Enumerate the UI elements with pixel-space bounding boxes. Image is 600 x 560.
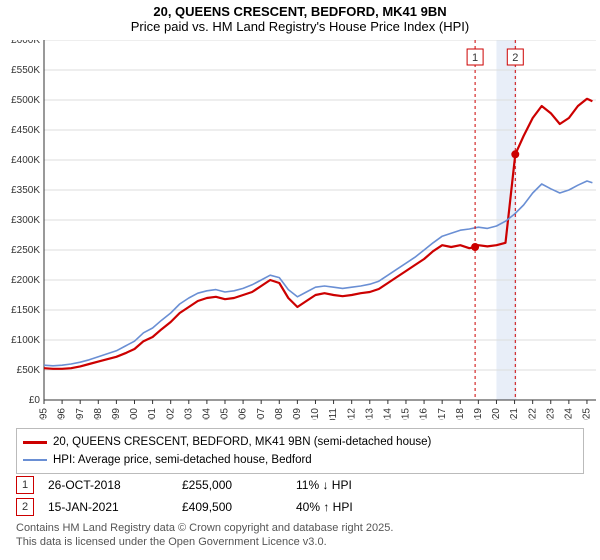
svg-text:£600K: £600K <box>11 40 40 46</box>
svg-text:2009: 2009 <box>292 408 303 420</box>
svg-text:£400K: £400K <box>11 155 40 166</box>
transaction-price: £255,000 <box>182 478 282 492</box>
svg-text:1998: 1998 <box>93 408 104 420</box>
title-line-1: 20, QUEENS CRESCENT, BEDFORD, MK41 9BN <box>0 4 600 19</box>
svg-text:2016: 2016 <box>419 408 430 420</box>
svg-text:2001: 2001 <box>147 408 158 420</box>
svg-text:£350K: £350K <box>11 185 40 196</box>
svg-text:2014: 2014 <box>383 408 394 420</box>
svg-text:1995: 1995 <box>39 408 50 420</box>
chart-title-block: 20, QUEENS CRESCENT, BEDFORD, MK41 9BN P… <box>0 0 600 36</box>
svg-text:2019: 2019 <box>473 408 484 420</box>
transaction-delta: 11% ↓ HPI <box>296 478 416 492</box>
svg-text:£100K: £100K <box>11 335 40 346</box>
svg-text:£150K: £150K <box>11 305 40 316</box>
svg-text:2005: 2005 <box>220 408 231 420</box>
transaction-date: 15-JAN-2021 <box>48 500 168 514</box>
line-chart-svg: £0 £50K £100K £150K £200K £250K £300K £350K £400… <box>0 40 600 420</box>
svg-text:2006: 2006 <box>238 408 249 420</box>
svg-text:2015: 2015 <box>401 408 412 420</box>
legend-row: HPI: Average price, semi-detached house,… <box>23 451 577 469</box>
footer-attribution: Contains HM Land Registry data © Crown c… <box>16 522 393 550</box>
transactions-block: 1 26-OCT-2018 £255,000 11% ↓ HPI 2 15-JAN-202… <box>16 474 416 518</box>
svg-text:£0: £0 <box>29 395 41 406</box>
footer-line-1: Contains HM Land Registry data © Crown c… <box>16 522 393 536</box>
title-line-2: Price paid vs. HM Land Registry's House … <box>0 19 600 34</box>
legend-swatch <box>23 459 47 461</box>
transaction-marker-box: 2 <box>16 498 34 516</box>
svg-text:£550K: £550K <box>11 65 40 76</box>
svg-text:2023: 2023 <box>545 408 556 420</box>
svg-text:2018: 2018 <box>455 408 466 420</box>
svg-text:2000: 2000 <box>129 408 140 420</box>
svg-text:£450K: £450K <box>11 125 40 136</box>
svg-text:2013: 2013 <box>364 408 375 420</box>
svg-text:1999: 1999 <box>111 408 122 420</box>
svg-text:1997: 1997 <box>75 408 86 420</box>
svg-text:2008: 2008 <box>274 408 285 420</box>
svg-text:2025: 2025 <box>582 408 593 420</box>
footer-line-2: This data is licensed under the Open Gov… <box>16 536 393 550</box>
transaction-marker-box: 1 <box>16 476 34 494</box>
svg-text:2011: 2011 <box>328 408 339 420</box>
svg-text:2021: 2021 <box>509 408 520 420</box>
svg-text:2004: 2004 <box>202 408 213 420</box>
svg-text:2007: 2007 <box>256 408 267 420</box>
transaction-row: 2 15-JAN-2021 £409,500 40% ↑ HPI <box>16 496 416 518</box>
legend-box: 20, QUEENS CRESCENT, BEDFORD, MK41 9BN (… <box>16 428 584 474</box>
svg-text:£250K: £250K <box>11 245 40 256</box>
legend-label: HPI: Average price, semi-detached house,… <box>53 454 312 466</box>
transaction-delta: 40% ↑ HPI <box>296 500 416 514</box>
svg-text:2010: 2010 <box>310 408 321 420</box>
chart-area: £0 £50K £100K £150K £200K £250K £300K £350K £400… <box>0 40 600 420</box>
svg-text:2022: 2022 <box>527 408 538 420</box>
svg-text:£50K: £50K <box>17 365 41 376</box>
svg-text:£300K: £300K <box>11 215 40 226</box>
svg-text:£500K: £500K <box>11 95 40 106</box>
svg-text:1: 1 <box>472 52 478 64</box>
svg-text:2012: 2012 <box>346 408 357 420</box>
svg-text:2020: 2020 <box>491 408 502 420</box>
svg-text:2002: 2002 <box>165 408 176 420</box>
legend-swatch <box>23 441 47 444</box>
svg-text:2003: 2003 <box>183 408 194 420</box>
legend-row: 20, QUEENS CRESCENT, BEDFORD, MK41 9BN (… <box>23 433 577 451</box>
transaction-price: £409,500 <box>182 500 282 514</box>
svg-text:2017: 2017 <box>437 408 448 420</box>
transaction-row: 1 26-OCT-2018 £255,000 11% ↓ HPI <box>16 474 416 496</box>
legend-label: 20, QUEENS CRESCENT, BEDFORD, MK41 9BN (… <box>53 436 431 448</box>
transaction-date: 26-OCT-2018 <box>48 478 168 492</box>
svg-text:2024: 2024 <box>563 408 574 420</box>
svg-text:1996: 1996 <box>57 408 68 420</box>
svg-text:2: 2 <box>512 52 518 64</box>
svg-text:£200K: £200K <box>11 275 40 286</box>
